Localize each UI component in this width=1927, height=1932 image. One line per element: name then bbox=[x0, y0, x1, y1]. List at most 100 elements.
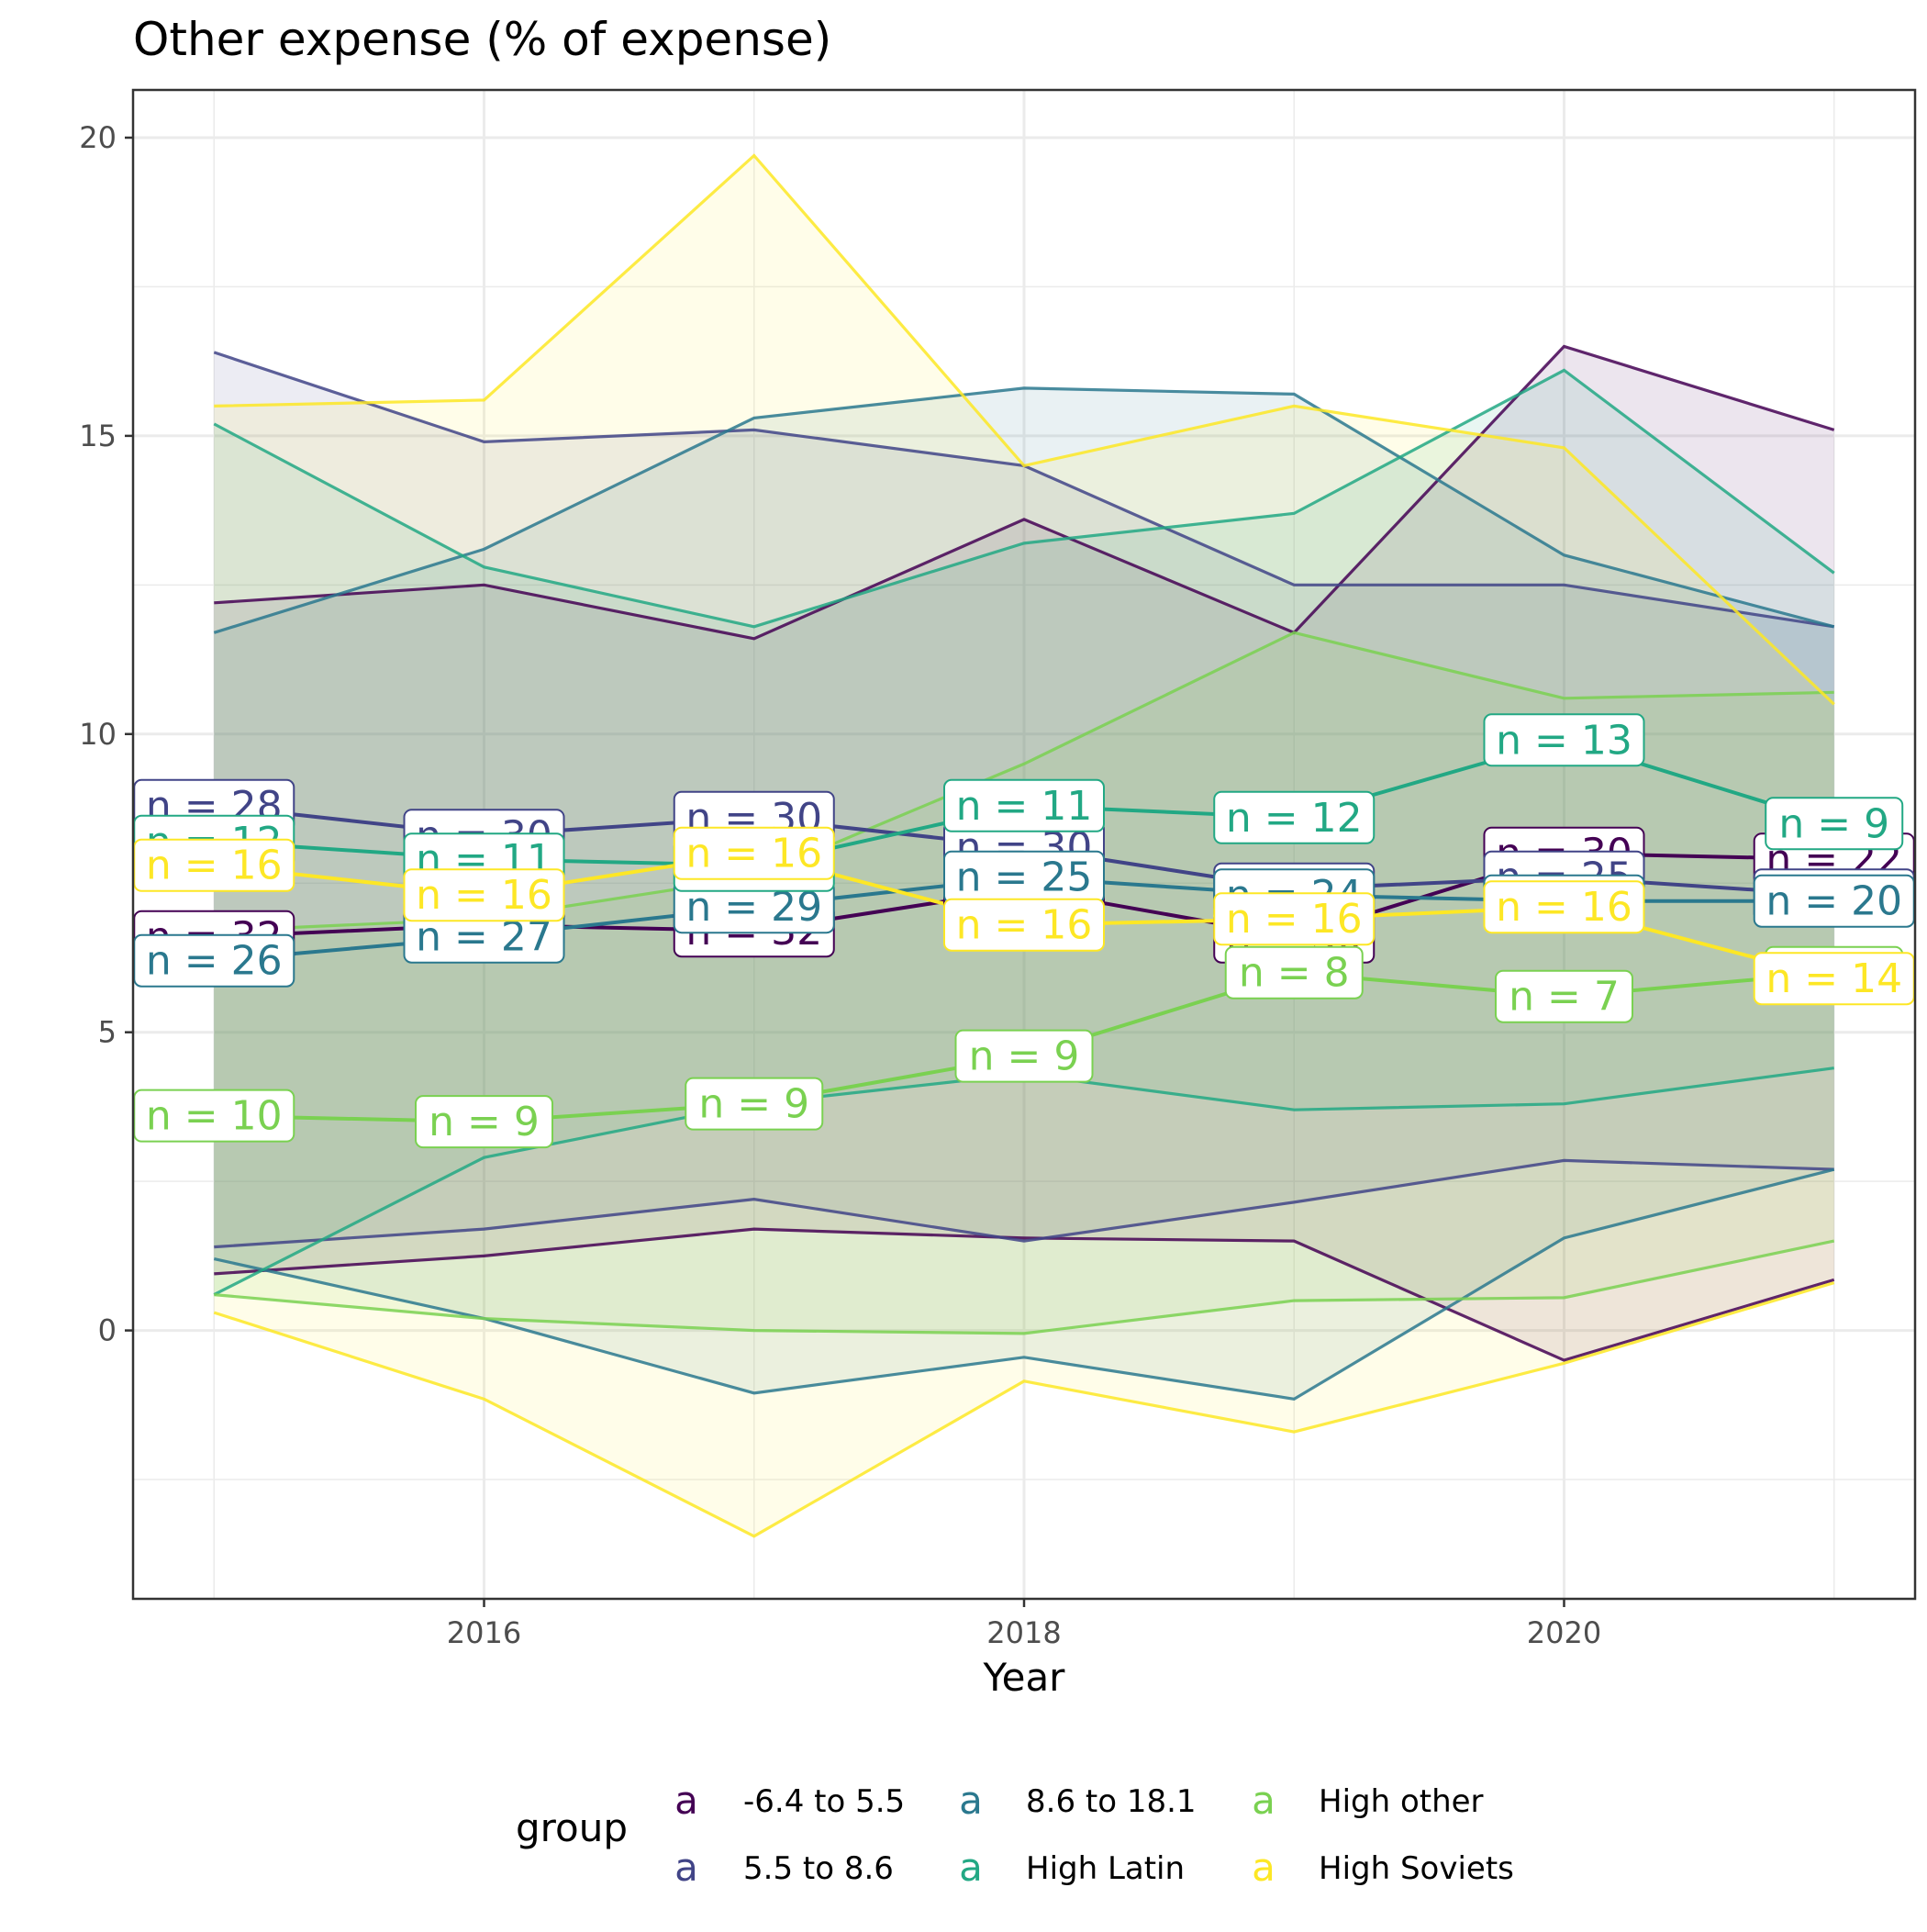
legend-item-0: a -6.4 to 5.5 bbox=[674, 1778, 905, 1823]
legend-key: a bbox=[1252, 1845, 1275, 1890]
legend-label: 5.5 to 8.6 bbox=[743, 1850, 894, 1887]
n-label-2-6: n = 20 bbox=[1753, 874, 1915, 928]
n-label-box bbox=[1213, 790, 1376, 844]
n-label-text: n = 16 bbox=[956, 902, 1093, 949]
legend-key: a bbox=[674, 1845, 698, 1890]
y-tick-label: 20 bbox=[79, 120, 117, 155]
legend-key: a bbox=[1252, 1778, 1275, 1823]
legend-label: High Soviets bbox=[1319, 1850, 1514, 1887]
n-label-3-3: n = 11 bbox=[943, 778, 1105, 832]
n-label-box bbox=[403, 868, 565, 922]
y-tick-label: 5 bbox=[98, 1015, 117, 1050]
legend: a -6.4 to 5.5 a 5.5 to 8.6 a 8.6 to 18.1 a High… bbox=[674, 1778, 1514, 1890]
upper-line-0 bbox=[214, 344, 1835, 641]
n-label-text: n = 16 bbox=[685, 831, 822, 877]
n-label-box bbox=[1494, 969, 1633, 1023]
legend-title: group bbox=[516, 1805, 628, 1850]
n-label-box bbox=[133, 838, 295, 892]
n-label-5-6: n = 14 bbox=[1753, 952, 1915, 1006]
lower-line-0 bbox=[214, 1227, 1835, 1362]
n-label-2-0: n = 26 bbox=[133, 933, 295, 988]
n-label-5-4: n = 16 bbox=[1213, 892, 1376, 946]
n-label-text: n = 9 bbox=[1778, 800, 1889, 847]
legend-label: 8.6 to 18.1 bbox=[1026, 1783, 1197, 1820]
n-label-text: n = 9 bbox=[698, 1081, 809, 1128]
n-label-box bbox=[1224, 945, 1364, 1000]
x-tick-label: 2016 bbox=[447, 1615, 521, 1650]
n-label-text: n = 13 bbox=[1496, 717, 1632, 764]
n-label-box bbox=[1483, 880, 1645, 934]
legend-item-5: a High Soviets bbox=[1252, 1845, 1514, 1890]
n-label-text: n = 9 bbox=[429, 1099, 540, 1145]
n-label-5-3: n = 16 bbox=[943, 898, 1105, 952]
upper-line-3 bbox=[213, 368, 1835, 629]
x-axis-title: Year bbox=[983, 1655, 1066, 1700]
y-tick-label: 15 bbox=[79, 419, 117, 453]
n-label-text: n = 7 bbox=[1509, 974, 1620, 1021]
legend-item-4: a High other bbox=[1252, 1778, 1483, 1823]
y-tick-label: 0 bbox=[98, 1313, 117, 1348]
n-label-text: n = 25 bbox=[956, 854, 1093, 901]
n-label-4-1: n = 9 bbox=[415, 1095, 554, 1149]
n-label-4-4: n = 8 bbox=[1224, 945, 1364, 1000]
lower-line-5 bbox=[213, 1281, 1835, 1538]
band-4 bbox=[214, 632, 1834, 1334]
n-label-text: n = 14 bbox=[1765, 955, 1902, 1002]
legend-item-2: a 8.6 to 18.1 bbox=[959, 1778, 1196, 1823]
n-label-box bbox=[133, 933, 295, 988]
legend-key: a bbox=[959, 1845, 983, 1890]
n-label-text: n = 16 bbox=[416, 872, 552, 919]
legend-item-1: a 5.5 to 8.6 bbox=[674, 1845, 894, 1890]
n-label-text: n = 16 bbox=[1496, 884, 1632, 931]
n-label-5-1: n = 16 bbox=[403, 868, 565, 922]
n-label-2-3: n = 25 bbox=[943, 850, 1105, 904]
n-label-text: n = 9 bbox=[969, 1033, 1080, 1080]
n-label-3-6: n = 9 bbox=[1765, 797, 1904, 851]
legend-key: a bbox=[674, 1778, 698, 1823]
x-tick-label: 2018 bbox=[986, 1615, 1061, 1650]
chart-title: Other expense (% of expense) bbox=[133, 13, 831, 66]
n-label-box bbox=[415, 1095, 554, 1149]
n-label-5-2: n = 16 bbox=[673, 826, 835, 880]
n-label-box bbox=[1765, 797, 1904, 851]
n-label-4-3: n = 9 bbox=[954, 1029, 1094, 1083]
n-label-3-5: n = 13 bbox=[1483, 713, 1645, 767]
n-label-text: n = 12 bbox=[1226, 795, 1363, 842]
n-label-box bbox=[133, 1089, 295, 1143]
n-label-4-0: n = 10 bbox=[133, 1089, 295, 1143]
n-label-text: n = 20 bbox=[1765, 878, 1902, 925]
n-label-box bbox=[943, 778, 1105, 832]
n-label-box bbox=[1753, 874, 1915, 928]
n-label-text: n = 11 bbox=[956, 783, 1093, 830]
legend-label: High other bbox=[1319, 1783, 1484, 1820]
n-label-4-2: n = 9 bbox=[685, 1077, 824, 1131]
lower-line-1 bbox=[214, 1158, 1834, 1249]
axes: 0 5 10 15 20 2016 2018 2020 bbox=[79, 88, 1917, 1650]
n-labels: n = 32n = 32n = 32n = 30n = 30n = 30n = … bbox=[133, 713, 1915, 1149]
lower-line-4 bbox=[214, 1239, 1835, 1335]
n-label-box bbox=[1213, 892, 1376, 946]
n-label-text: n = 16 bbox=[1226, 896, 1363, 943]
n-label-box bbox=[1753, 952, 1915, 1006]
n-label-text: n = 8 bbox=[1239, 950, 1350, 997]
n-label-5-5: n = 16 bbox=[1483, 880, 1645, 934]
legend-item-3: a High Latin bbox=[959, 1845, 1185, 1890]
upper-line-2 bbox=[213, 386, 1835, 634]
n-label-box bbox=[685, 1077, 824, 1131]
n-label-text: n = 10 bbox=[146, 1093, 283, 1140]
n-label-text: n = 16 bbox=[146, 843, 283, 889]
n-label-5-0: n = 16 bbox=[133, 838, 295, 892]
n-label-box bbox=[1483, 713, 1645, 767]
legend-label: -6.4 to 5.5 bbox=[743, 1783, 905, 1820]
n-label-text: n = 26 bbox=[146, 938, 283, 985]
n-label-box bbox=[943, 898, 1105, 952]
n-label-box bbox=[954, 1029, 1094, 1083]
legend-key: a bbox=[959, 1778, 983, 1823]
y-tick-label: 10 bbox=[79, 717, 117, 752]
n-label-box bbox=[673, 826, 835, 880]
n-label-4-5: n = 7 bbox=[1494, 969, 1633, 1023]
upper-line-5 bbox=[214, 153, 1835, 706]
n-label-3-4: n = 12 bbox=[1213, 790, 1376, 844]
